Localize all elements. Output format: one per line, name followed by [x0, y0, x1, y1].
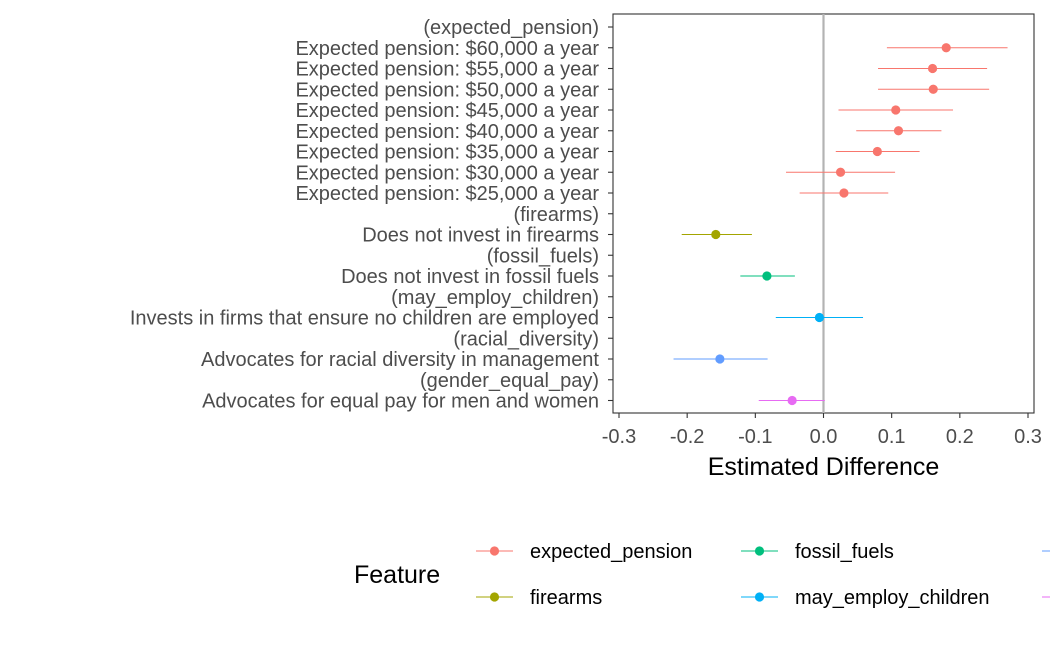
x-tick-label: 0.1 [878, 426, 906, 448]
x-tick-label: 0.3 [1014, 426, 1042, 448]
y-axis-labels: (expected_pension)Expected pension: $60,… [130, 17, 600, 413]
y-tick-label: (firearms) [513, 204, 599, 226]
y-tick-label: Expected pension: $25,000 a year [295, 183, 599, 205]
point-gender_equal_pay [787, 395, 797, 406]
legend-key-point [489, 546, 500, 556]
point-racial_diversity [715, 354, 725, 364]
legend-label: fossil_fuels [795, 541, 894, 563]
point-fossil_fuels [762, 271, 772, 281]
x-axis-title: Estimated Difference [708, 453, 940, 481]
legend-items: expected_pension fossil_fuels firearms may_… [476, 541, 1050, 609]
y-tick-label: Expected pension: $30,000 a year [295, 162, 599, 184]
legend-item-fossil_fuels: fossil_fuels [741, 541, 894, 563]
y-tick-label: Expected pension: $60,000 a year [295, 38, 599, 60]
y-tick-label: (fossil_fuels) [487, 245, 599, 267]
y-tick-label: Expected pension: $35,000 a year [295, 142, 599, 164]
point-expected_pension [891, 105, 901, 115]
x-axis: -0.3 -0.2 -0.1 0.0 0.1 0.2 0.3 [602, 413, 1042, 448]
x-tick-label: 0.0 [810, 426, 838, 448]
point-expected_pension [893, 126, 904, 136]
y-tick-label: (gender_equal_pay) [420, 370, 599, 392]
x-tick-label: 0.2 [946, 426, 974, 448]
legend-item-expected_pension: expected_pension [476, 541, 692, 563]
y-tick-label: (may_employ_children) [391, 287, 599, 309]
legend-key-point [489, 592, 500, 602]
x-tick-label: -0.1 [738, 426, 772, 448]
legend-key-point [754, 592, 765, 602]
plot-panel [612, 13, 1035, 414]
point-may_employ_children [814, 312, 825, 323]
point-expected_pension [927, 63, 938, 74]
point-firearms [711, 229, 721, 240]
y-tick-label: Expected pension: $45,000 a year [295, 100, 599, 122]
y-tick-label: Does not invest in fossil fuels [341, 266, 599, 288]
point-expected_pension [928, 84, 938, 94]
y-tick-label: Advocates for racial diversity in manage… [201, 349, 599, 371]
y-tick-label: (expected_pension) [423, 17, 599, 39]
y-tick-label: Expected pension: $50,000 a year [295, 79, 599, 101]
point-expected_pension [835, 167, 846, 177]
point-expected_pension [839, 188, 849, 198]
legend-key-point [754, 546, 765, 556]
point-expected_pension [941, 43, 951, 53]
y-tick-label: Expected pension: $55,000 a year [295, 59, 599, 81]
x-tick-label: -0.3 [602, 426, 636, 448]
y-tick-label: Does not invest in firearms [362, 225, 599, 247]
legend-label: firearms [530, 587, 602, 609]
legend: Feature expected_pension fossil_fuelsfire… [354, 541, 1050, 609]
y-tick-label: Advocates for equal pay for men and wome… [202, 391, 599, 413]
data-marks [673, 43, 1008, 406]
y-tick-label: (racial_diversity) [453, 328, 599, 350]
legend-title: Feature [354, 561, 440, 589]
y-tick-label: Invests in firms that ensure no children… [130, 308, 599, 330]
y-tick-label: Expected pension: $40,000 a year [295, 121, 599, 143]
legend-label: may_employ_children [795, 587, 990, 609]
legend-label: expected_pension [530, 541, 692, 563]
y-axis-ticks [608, 26, 613, 402]
x-tick-label: -0.2 [670, 426, 704, 448]
legend-item-firearms: firearms [476, 587, 602, 609]
legend-item-may_employ_children: may_employ_children [741, 587, 990, 609]
point-expected_pension [872, 146, 882, 157]
